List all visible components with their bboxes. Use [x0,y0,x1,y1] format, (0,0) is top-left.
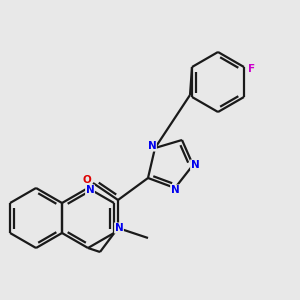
Text: F: F [248,64,256,74]
Text: N: N [190,160,200,170]
Text: N: N [85,185,94,195]
Text: N: N [148,141,156,151]
Text: N: N [171,185,179,195]
Text: N: N [115,223,123,233]
Text: O: O [82,175,91,185]
